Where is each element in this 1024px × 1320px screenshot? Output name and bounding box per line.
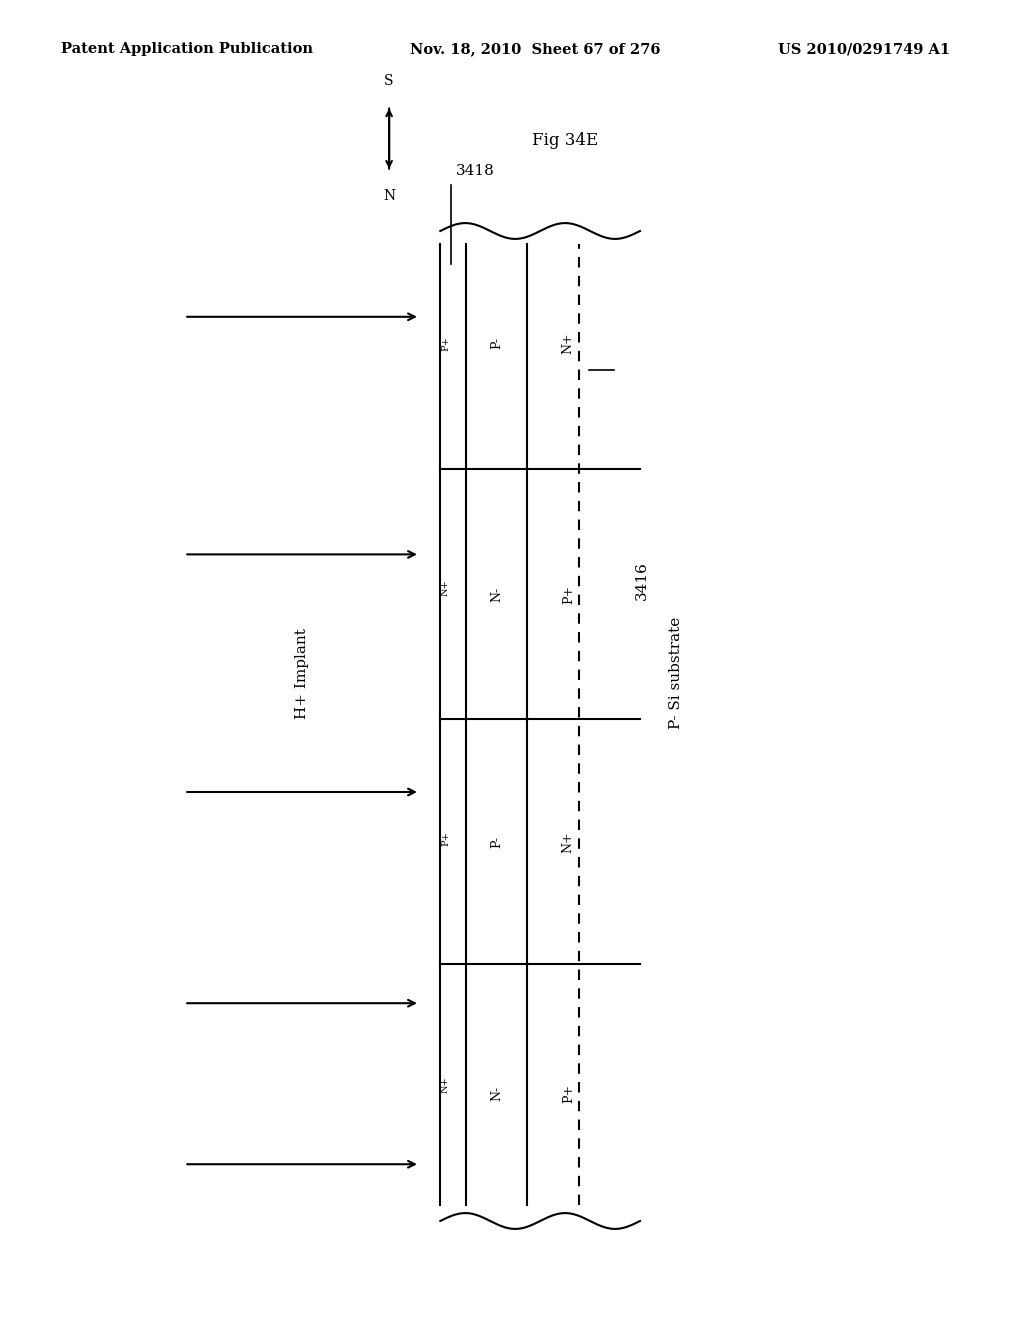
- Text: US 2010/0291749 A1: US 2010/0291749 A1: [778, 42, 950, 57]
- Text: Nov. 18, 2010  Sheet 67 of 276: Nov. 18, 2010 Sheet 67 of 276: [410, 42, 660, 57]
- Text: 3416: 3416: [635, 561, 649, 601]
- Text: N+: N+: [562, 333, 574, 354]
- Text: P-: P-: [490, 337, 503, 350]
- Text: Patent Application Publication: Patent Application Publication: [61, 42, 313, 57]
- Text: N-: N-: [490, 586, 503, 602]
- Text: N+: N+: [441, 1077, 450, 1093]
- Text: P+: P+: [441, 830, 450, 846]
- Text: N+: N+: [441, 579, 450, 595]
- Text: P+: P+: [441, 335, 450, 351]
- Text: 3418: 3418: [456, 164, 495, 178]
- Text: P- Si substrate: P- Si substrate: [669, 616, 683, 730]
- Text: N: N: [383, 189, 395, 203]
- Text: P-: P-: [490, 836, 503, 849]
- Text: S: S: [384, 74, 394, 88]
- Text: H+ Implant: H+ Implant: [295, 628, 309, 718]
- Text: P+: P+: [562, 1084, 574, 1102]
- Text: P+: P+: [562, 585, 574, 603]
- Text: N-: N-: [490, 1085, 503, 1101]
- Text: N+: N+: [562, 832, 574, 853]
- Text: Fig 34E: Fig 34E: [532, 132, 599, 149]
